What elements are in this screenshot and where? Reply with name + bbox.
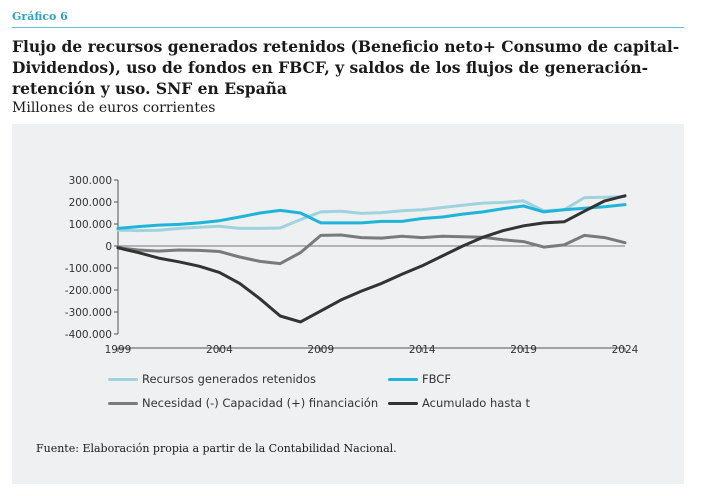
y-tick-label: -300.000 <box>65 307 112 319</box>
y-tick-label: -400.000 <box>65 329 112 341</box>
y-tick-label: -200.000 <box>65 285 112 297</box>
legend-item-3: Acumulado hasta t <box>388 395 530 411</box>
y-tick-label: 100.000 <box>69 219 112 231</box>
x-tick-label: 2014 <box>409 344 436 356</box>
x-tick-label: 1999 <box>105 344 132 356</box>
x-tick-label: 2024 <box>612 344 639 356</box>
legend-swatch <box>388 401 418 405</box>
legend-label: Recursos generados retenidos <box>142 372 317 386</box>
y-tick-label: 200.000 <box>69 197 112 209</box>
series-line-2 <box>116 233 627 266</box>
legend-swatch <box>108 401 138 405</box>
legend-item-0: Recursos generados retenidos <box>108 371 316 387</box>
series-line-0 <box>116 195 627 233</box>
y-tick-label: 300.000 <box>69 175 112 187</box>
x-tick-label: 2019 <box>510 344 537 356</box>
chart-panel <box>12 124 684 484</box>
legend-swatch <box>108 377 138 381</box>
legend-label: FBCF <box>422 372 451 386</box>
series-line-1 <box>116 203 627 230</box>
legend-label: Necesidad (-) Capacidad (+) financiación <box>142 396 379 410</box>
series-line-3 <box>116 194 627 324</box>
x-tick-label: 2009 <box>307 344 334 356</box>
legend-item-1: FBCF <box>388 371 451 387</box>
chart-subtitle: Millones de euros corrientes <box>12 100 216 116</box>
legend-label: Acumulado hasta t <box>422 396 531 410</box>
y-tick-label: 0 <box>105 241 112 253</box>
chart-title: Flujo de recursos generados retenidos (B… <box>12 37 680 98</box>
header-rule <box>12 27 684 28</box>
y-tick-label: -100.000 <box>65 263 112 275</box>
legend-item-2: Necesidad (-) Capacidad (+) financiación <box>108 395 378 411</box>
chart-number-label: Gráfico 6 <box>12 10 68 23</box>
source-note: Fuente: Elaboración propia a partir de l… <box>36 442 397 455</box>
x-tick-label: 2004 <box>206 344 233 356</box>
legend-swatch <box>388 377 418 381</box>
